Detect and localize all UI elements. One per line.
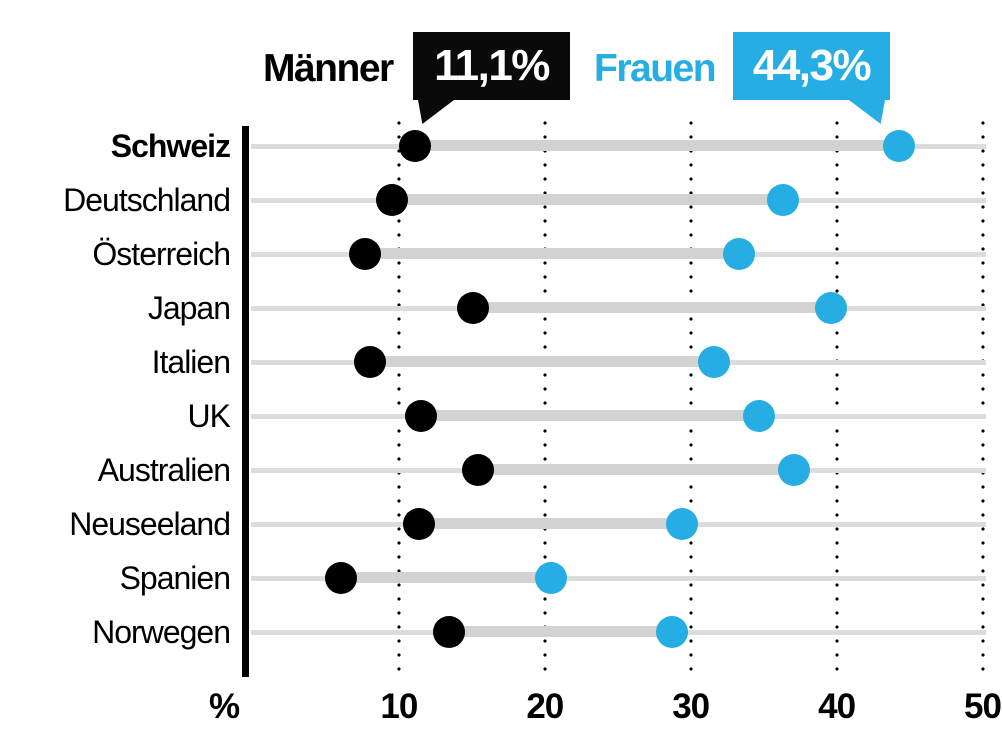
women-dot-Australien	[778, 454, 811, 486]
men-dot-Neuseeland	[403, 508, 436, 540]
row-label-Japan: Japan	[147, 290, 231, 326]
row-track	[251, 576, 986, 581]
women-dot-Japan	[814, 292, 847, 324]
men-callout-tail-icon	[418, 100, 454, 124]
women-callout-value: 44,3%	[752, 41, 872, 90]
x-tick-label-40: 40	[818, 687, 856, 726]
men-value-callout: 11,1%	[413, 32, 570, 124]
row-connector	[477, 464, 795, 475]
men-dot-Australien	[461, 454, 494, 486]
women-legend-label: Frauen	[594, 47, 717, 90]
row-connector	[448, 626, 672, 637]
row-connector	[365, 248, 739, 259]
gridline-40	[834, 116, 839, 678]
women-callout-tail-icon	[849, 100, 885, 124]
men-dot-Spanien	[324, 562, 357, 594]
men-dot-Deutschland	[375, 184, 408, 216]
men-dot-Österreich	[349, 238, 382, 270]
row-label-Norwegen: Norwegen	[92, 614, 231, 650]
men-dot-Japan	[457, 292, 490, 324]
y-axis-line	[242, 126, 249, 677]
row-label-Italien: Italien	[151, 344, 231, 380]
row-connector	[414, 140, 900, 151]
row-label-Spanien: Spanien	[119, 560, 231, 596]
row-connector	[473, 302, 831, 313]
x-tick-label-50: 50	[964, 687, 1002, 726]
women-dot-Neuseeland	[665, 508, 698, 540]
row-connector	[391, 194, 783, 205]
x-tick-label-20: 20	[526, 687, 564, 726]
row-connector	[369, 356, 715, 367]
x-tick-label-30: 30	[672, 687, 710, 726]
row-label-Australien: Australien	[97, 452, 231, 488]
women-dot-Norwegen	[655, 616, 688, 648]
row-connector	[420, 410, 760, 421]
men-callout-value: 11,1%	[434, 41, 550, 90]
men-legend-label: Männer	[263, 47, 394, 90]
gridline-50	[980, 116, 985, 678]
gridline-10	[396, 116, 401, 678]
men-dot-Schweiz	[398, 130, 431, 162]
x-tick-label-10: 10	[380, 687, 418, 726]
men-dot-Norwegen	[432, 616, 465, 648]
women-dot-Spanien	[534, 562, 567, 594]
row-connector	[340, 572, 551, 583]
gridline-30	[688, 116, 693, 678]
women-dot-Deutschland	[766, 184, 799, 216]
women-dot-Schweiz	[883, 130, 916, 162]
row-label-Österreich: Österreich	[92, 236, 231, 272]
gridline-20	[542, 116, 547, 678]
row-label-Schweiz: Schweiz	[110, 128, 231, 164]
row-label-Deutschland: Deutschland	[63, 182, 231, 218]
men-dot-Italien	[353, 346, 386, 378]
women-dot-Österreich	[722, 238, 755, 270]
women-dot-Italien	[698, 346, 731, 378]
row-label-Neuseeland: Neuseeland	[69, 506, 231, 542]
row-label-UK: UK	[187, 398, 231, 434]
men-dot-UK	[404, 400, 437, 432]
women-value-callout: 44,3%	[733, 32, 890, 124]
women-dot-UK	[743, 400, 776, 432]
x-axis-unit-label: %	[208, 687, 240, 726]
row-connector	[419, 518, 682, 529]
